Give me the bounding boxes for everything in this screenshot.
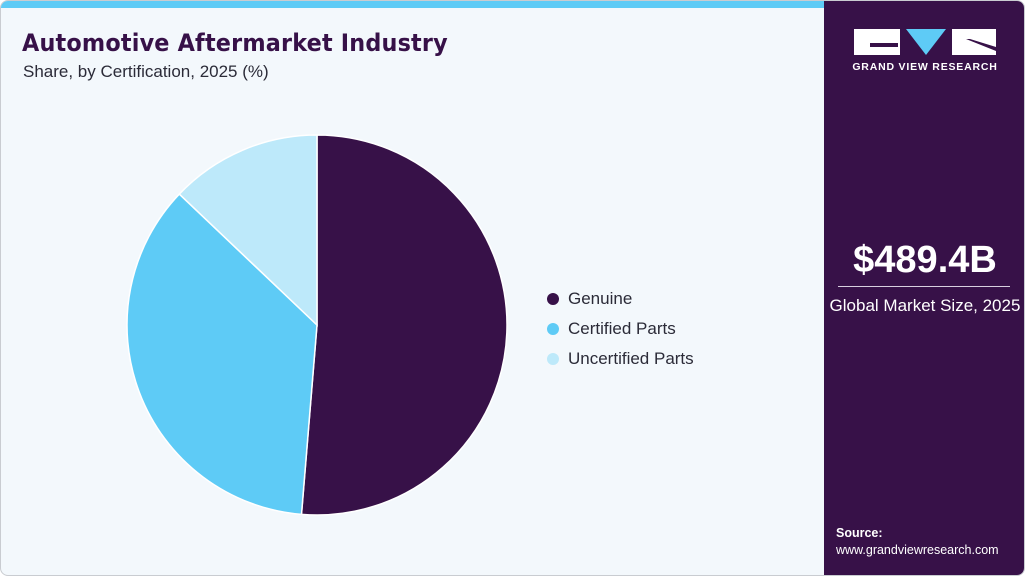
- pie-slice-genuine: [300, 134, 508, 516]
- legend-item-certified-parts: Certified Parts: [547, 314, 694, 344]
- legend-dot-icon: [547, 323, 559, 335]
- market-size-value: $489.4B: [853, 239, 997, 281]
- legend-item-genuine: Genuine: [547, 284, 694, 314]
- divider: [838, 286, 1010, 287]
- chart-subtitle: Share, by Certification, 2025 (%): [23, 62, 269, 81]
- accent-bar: [1, 1, 824, 8]
- legend-item-uncertified-parts: Uncertified Parts: [547, 344, 694, 374]
- pie-slice-uncertified-parts: [178, 134, 318, 327]
- source-link[interactable]: www.grandviewresearch.com: [836, 543, 999, 557]
- pie-chart: [126, 134, 508, 516]
- legend-label: Uncertified Parts: [568, 349, 694, 368]
- legend-label: Certified Parts: [568, 319, 676, 338]
- chart-title: Automotive Aftermarket Industry: [22, 29, 448, 57]
- legend: Genuine Certified Parts Uncertified Parts: [547, 284, 694, 374]
- legend-dot-icon: [547, 353, 559, 365]
- pie-slice-certified-parts: [126, 193, 318, 516]
- legend-label: Genuine: [568, 289, 633, 308]
- grand-view-research-logo: [854, 29, 996, 55]
- sidebar-panel: GRAND VIEW RESEARCH $489.4B Global Marke…: [824, 1, 1024, 575]
- market-size-label: Global Market Size, 2025: [829, 296, 1021, 315]
- legend-dot-icon: [547, 293, 559, 305]
- logo-text: GRAND VIEW RESEARCH: [852, 61, 998, 73]
- source-heading: Source:: [836, 526, 883, 540]
